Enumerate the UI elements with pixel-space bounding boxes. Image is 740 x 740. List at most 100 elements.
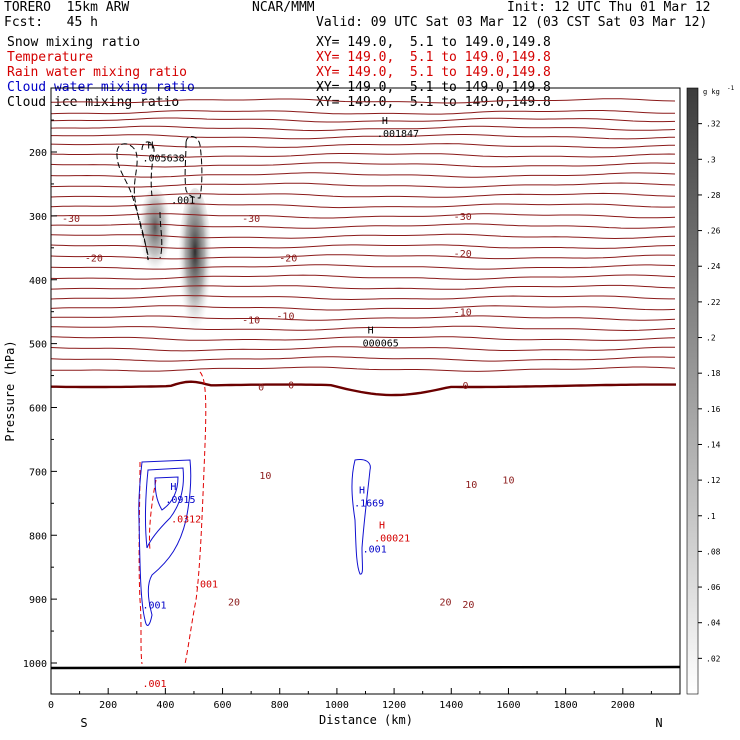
isotherm	[51, 213, 676, 219]
colorbar-tick-label: .02	[706, 654, 721, 663]
isotherm-lines	[51, 98, 676, 397]
isotherm	[51, 295, 675, 301]
model-label: TORERO 15km ARW	[4, 0, 130, 15]
colorbar-tick-label: .14	[706, 440, 721, 449]
field-xy-rain: XY= 149.0, 5.1 to 149.0,149.8	[316, 65, 551, 80]
y-tick-label: 900	[29, 595, 47, 606]
contour-value-label: .005638	[142, 153, 184, 164]
x-axis-label: Distance (km)	[319, 713, 413, 727]
isotherm	[51, 117, 676, 123]
field-name-snow: Snow mixing ratio	[7, 35, 141, 50]
colorbar-tick-label: .06	[706, 583, 721, 592]
isotherm	[51, 162, 676, 168]
isotherm-label: 10	[259, 471, 271, 482]
isotherm-label: 20	[228, 598, 240, 609]
high-marker: H	[170, 482, 176, 493]
isotherm	[51, 284, 676, 290]
isotherm-label: -30	[242, 214, 260, 225]
isotherm	[51, 346, 675, 352]
y-tick-label: 800	[29, 531, 47, 542]
isotherm	[51, 143, 676, 149]
y-tick-label: 700	[29, 467, 47, 478]
field-xy-temperature: XY= 149.0, 5.1 to 149.0,149.8	[316, 50, 551, 65]
ice-contour-right	[184, 136, 203, 199]
colorbar-tick-label: .26	[706, 227, 721, 236]
contour-value-label: .001847	[377, 129, 419, 140]
y-tick-label: 400	[29, 276, 47, 287]
y-tick-label: 200	[29, 148, 47, 159]
y-tick-label: 1000	[23, 659, 47, 670]
high-marker: H	[359, 485, 365, 496]
colorbar-tick-label: .22	[706, 298, 721, 307]
colorbar-tick-label: .28	[706, 191, 721, 200]
isotherm	[51, 153, 676, 158]
rain-contour-inner	[148, 479, 157, 551]
isotherm	[51, 223, 676, 229]
ice-contour-left-outer	[116, 143, 149, 261]
colorbar-tick-label: .3	[706, 155, 716, 164]
contour-value-label: .001	[142, 601, 166, 612]
cloud-water-east	[351, 459, 371, 575]
x-tick-label: 200	[99, 700, 117, 711]
isotherm-label: 0	[258, 382, 264, 393]
y-axis: 200 300 400 500 600 700 800 900 1000 Pressure (hP…	[3, 119, 57, 670]
isotherm	[51, 244, 676, 249]
center-label: NCAR/MMM	[252, 0, 315, 15]
isotherm	[51, 182, 676, 188]
isotherm-label: -20	[279, 253, 297, 264]
x-tick-label: 1000	[325, 700, 349, 711]
isotherm	[51, 315, 676, 321]
y-tick-label: 600	[29, 404, 47, 415]
contour-value-label: .00021	[374, 533, 410, 544]
field-name-rain: Rain water mixing ratio	[7, 65, 188, 80]
colorbar-tick-label: .2	[706, 334, 716, 343]
isotherm-labels: -30 -30 -30 -20 -20 -20 -10 -10 -10 0 0 0 10 10 10 20 20…	[62, 212, 514, 611]
x-tick-label: 400	[156, 700, 174, 711]
isotherm-label: 0	[288, 381, 294, 392]
isotherm-label: 20	[462, 600, 474, 611]
colorbar-ramp	[686, 87, 699, 695]
surface-line	[50, 665, 681, 670]
y-axis-label: Pressure (hPa)	[3, 340, 17, 441]
contour-value-label: .0915	[165, 495, 195, 506]
field-name-temperature: Temperature	[7, 50, 94, 65]
y-tick-label: 500	[29, 340, 47, 351]
contour-value-label: 000065	[363, 339, 399, 350]
colorbar-tick-label: .12	[706, 476, 721, 485]
isotherm-label: -10	[454, 308, 472, 319]
isotherm-label: 10	[502, 476, 514, 487]
north-label: N	[655, 716, 662, 730]
x-tick-label: 1800	[554, 700, 578, 711]
x-tick-label: 2000	[611, 700, 635, 711]
isotherm	[51, 134, 676, 140]
contour-value-label: .001	[194, 579, 218, 590]
colorbar: .02 .04 .06 .08 .1 .12 .14 .16 .18 .2 .22 .24 .26 .28…	[686, 85, 735, 695]
isotherm	[51, 254, 676, 260]
field-xy-cloud-ice: XY= 149.0, 5.1 to 149.0,149.8	[316, 95, 551, 110]
isotherm	[51, 336, 676, 341]
isotherm	[51, 110, 675, 115]
colorbar-tick-label: .08	[706, 547, 721, 556]
isotherm-label: -10	[276, 312, 294, 323]
init-label: Init: 12 UTC Thu 01 Mar 12	[507, 0, 711, 15]
colorbar-tick-label: .24	[706, 262, 721, 271]
valid-time-label: Valid: 09 UTC Sat 03 Mar 12 (03 CST Sat …	[316, 15, 708, 30]
colorbar-unit: g kg	[703, 88, 720, 96]
ice-contour-stem	[159, 211, 163, 259]
colorbar-unit-exponent: -1	[727, 85, 735, 92]
y-tick-label: 300	[29, 212, 47, 223]
isotherm-label: -20	[85, 253, 103, 264]
plot-header: TORERO 15km ARW NCAR/MMM Init: 12 UTC Th…	[0, 0, 740, 120]
contour-value-label: .001	[171, 196, 195, 207]
isotherm	[51, 233, 676, 240]
contour-value-label: .1669	[354, 498, 384, 509]
cloud-water-west-outer	[138, 459, 192, 626]
x-tick-label: 1200	[382, 700, 406, 711]
x-tick-label: 1600	[496, 700, 520, 711]
snow-shading	[139, 188, 212, 348]
isotherm	[51, 274, 676, 280]
isotherm-label: 10	[465, 480, 477, 491]
rain-contours	[138, 371, 207, 665]
x-tick-label: 0	[48, 700, 54, 711]
